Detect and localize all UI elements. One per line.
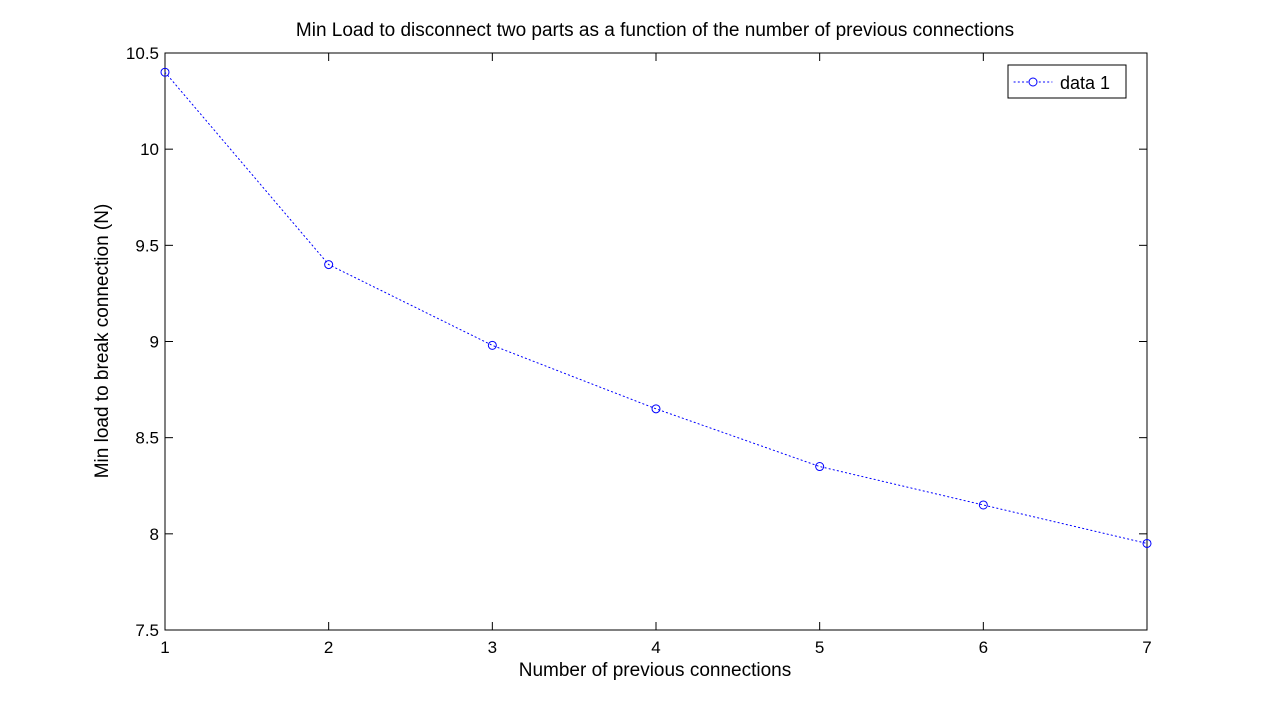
x-tick-label: 7 [1142,638,1151,657]
legend-marker-icon [1028,77,1038,87]
y-tick-label: 7.5 [135,621,159,640]
y-tick-label: 9.5 [135,236,159,255]
x-tick-label: 2 [324,638,333,657]
legend-entry-data-1: data 1 [1060,73,1110,93]
x-tick-label: 5 [815,638,824,657]
data-point [487,340,497,350]
data-point [160,67,170,77]
y-axis: 7.5 8 8.5 9 9.5 10 10.5 [126,44,1147,640]
chart-title: Min Load to disconnect two parts as a fu… [296,20,1014,41]
y-tick-label: 8 [150,525,159,544]
y-tick-label: 8.5 [135,429,159,448]
legend: data 1 [1007,64,1127,99]
data-point [324,260,334,270]
data-point [815,462,825,472]
data-point [651,404,661,414]
y-tick-label: 9 [150,333,159,352]
x-tick-label: 4 [651,638,660,657]
x-tick-label: 1 [160,638,169,657]
y-tick-label: 10 [140,140,159,159]
x-axis: 1 2 3 4 5 6 7 [160,53,1152,657]
x-axis-label: Number of previous connections [519,660,791,681]
x-tick-label: 3 [488,638,497,657]
series-data-1 [160,67,1152,548]
y-tick-label: 10.5 [126,44,159,63]
data-point [978,500,988,510]
data-point [1142,538,1152,548]
y-axis-label: Min load to break connection (N) [92,204,113,479]
x-tick-label: 6 [979,638,988,657]
series-line [164,71,1148,544]
